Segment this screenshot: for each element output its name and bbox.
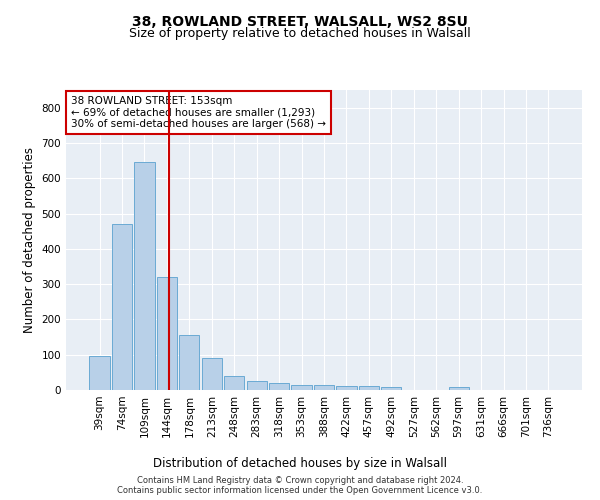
Bar xyxy=(157,277,177,390)
Bar xyxy=(247,381,267,390)
Bar xyxy=(381,387,401,390)
Bar xyxy=(112,224,132,390)
Text: Distribution of detached houses by size in Walsall: Distribution of detached houses by size … xyxy=(153,458,447,470)
Bar xyxy=(202,358,222,390)
Text: 38, ROWLAND STREET, WALSALL, WS2 8SU: 38, ROWLAND STREET, WALSALL, WS2 8SU xyxy=(132,15,468,29)
Y-axis label: Number of detached properties: Number of detached properties xyxy=(23,147,36,333)
Bar xyxy=(314,384,334,390)
Text: Contains HM Land Registry data © Crown copyright and database right 2024.
Contai: Contains HM Land Registry data © Crown c… xyxy=(118,476,482,495)
Bar xyxy=(337,386,356,390)
Bar xyxy=(224,376,244,390)
Bar xyxy=(359,386,379,390)
Bar xyxy=(179,336,199,390)
Bar xyxy=(292,384,311,390)
Bar xyxy=(89,356,110,390)
Text: Size of property relative to detached houses in Walsall: Size of property relative to detached ho… xyxy=(129,28,471,40)
Bar xyxy=(269,383,289,390)
Bar xyxy=(134,162,155,390)
Text: 38 ROWLAND STREET: 153sqm
← 69% of detached houses are smaller (1,293)
30% of se: 38 ROWLAND STREET: 153sqm ← 69% of detac… xyxy=(71,96,326,129)
Bar xyxy=(449,387,469,390)
